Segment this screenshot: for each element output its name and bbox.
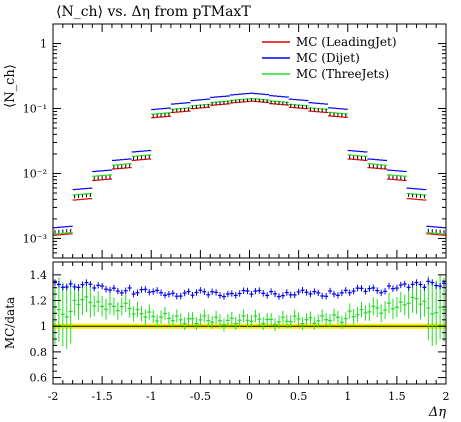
ratio-frame xyxy=(52,261,447,385)
y-tick-label: 10⁻¹ xyxy=(23,103,47,116)
legend-label: MC (ThreeJets) xyxy=(296,67,389,81)
y-tick-label: 1 xyxy=(40,38,47,51)
x-tick-label: -1.5 xyxy=(92,390,113,403)
main-panel xyxy=(52,23,447,259)
x-tick-label: -1 xyxy=(146,390,157,403)
ratio-panel xyxy=(52,261,447,385)
legend: MC (LeadingJet) MC (Dijet) MC (ThreeJets) xyxy=(262,35,397,81)
ratio-axis-label: MC/data xyxy=(3,297,17,349)
ratio-y-tick-label: 1.2 xyxy=(30,295,48,308)
x-tick-label: -0.5 xyxy=(190,390,211,403)
y-tick-label: 10⁻² xyxy=(23,167,47,180)
x-tick-label: 0 xyxy=(246,390,253,403)
legend-label: MC (LeadingJet) xyxy=(296,35,397,49)
chart-title: ⟨N_ch⟩ vs. Δη from pTMaxT xyxy=(56,4,251,20)
ratio-y-tick-label: 0.8 xyxy=(30,346,48,359)
x-tick-label: -2 xyxy=(48,390,59,403)
x-tick-label: 1.5 xyxy=(388,390,406,403)
legend-label: MC (Dijet) xyxy=(296,51,360,65)
x-tick-label: 1 xyxy=(344,390,351,403)
ratio-y-tick-label: 0.6 xyxy=(30,372,48,385)
axes-labels: 1 10⁻¹ 10⁻² 10⁻³ ⟨N_ch⟩ 0.6 0.8 1 1.2 1.4 -2 -1.5 -1… xyxy=(3,38,450,420)
x-tick-label: 2 xyxy=(443,390,450,403)
main-frame xyxy=(52,23,447,259)
x-axis-label: Δη xyxy=(428,405,446,420)
y-tick-label: 10⁻³ xyxy=(23,232,47,245)
x-tick-label: 0.5 xyxy=(290,390,308,403)
ratio-y-tick-label: 1.4 xyxy=(30,269,48,282)
ratio-y-tick-label: 1 xyxy=(40,320,47,333)
y-axis-label: ⟨N_ch⟩ xyxy=(3,64,18,108)
